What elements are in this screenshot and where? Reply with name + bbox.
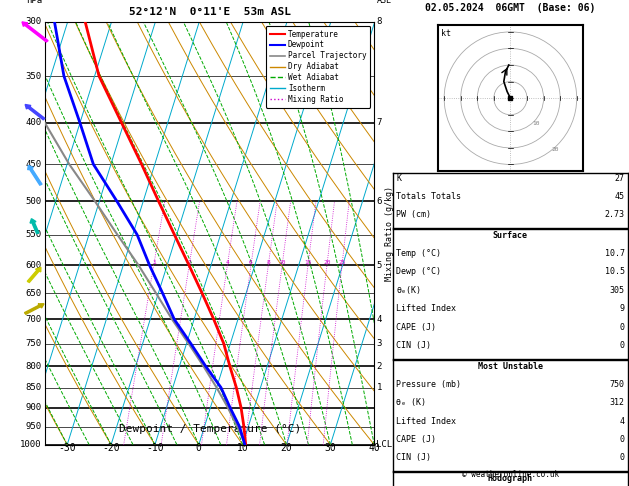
Text: km
ASL: km ASL (376, 0, 391, 5)
Text: 2: 2 (187, 260, 191, 265)
Text: 2.73: 2.73 (604, 210, 625, 220)
Text: © weatheronline.co.uk: © weatheronline.co.uk (462, 469, 559, 479)
Text: 10.7: 10.7 (604, 249, 625, 258)
Text: 45: 45 (615, 192, 625, 201)
Text: CIN (J): CIN (J) (396, 453, 431, 463)
Text: kt: kt (441, 29, 451, 37)
Text: 0: 0 (620, 435, 625, 444)
Legend: Temperature, Dewpoint, Parcel Trajectory, Dry Adiabat, Wet Adiabat, Isotherm, Mi: Temperature, Dewpoint, Parcel Trajectory… (266, 26, 370, 108)
Text: Most Unstable: Most Unstable (478, 362, 543, 371)
Text: 27: 27 (615, 174, 625, 183)
Text: -20: -20 (103, 443, 120, 453)
Text: hPa: hPa (26, 0, 42, 5)
Text: 9: 9 (620, 304, 625, 313)
Text: 10.5: 10.5 (604, 267, 625, 277)
Text: -10: -10 (146, 443, 164, 453)
Text: 350: 350 (26, 71, 42, 81)
Text: 10: 10 (237, 443, 248, 453)
Text: 0: 0 (620, 323, 625, 332)
Text: 02.05.2024  06GMT  (Base: 06): 02.05.2024 06GMT (Base: 06) (425, 3, 596, 14)
Text: 3: 3 (376, 339, 382, 348)
Text: 4: 4 (620, 417, 625, 426)
Text: Dewp (°C): Dewp (°C) (396, 267, 442, 277)
Text: Lifted Index: Lifted Index (396, 304, 456, 313)
Text: 10: 10 (279, 260, 286, 265)
Text: 305: 305 (610, 286, 625, 295)
Text: Pressure (mb): Pressure (mb) (396, 380, 461, 389)
Text: K: K (396, 174, 401, 183)
Text: 300: 300 (26, 17, 42, 26)
Text: 1000: 1000 (20, 440, 42, 449)
Text: 40: 40 (369, 443, 380, 453)
Text: 20: 20 (281, 443, 292, 453)
Text: 500: 500 (26, 197, 42, 206)
Text: Surface: Surface (493, 231, 528, 240)
Text: 600: 600 (26, 261, 42, 270)
Text: 6: 6 (249, 260, 253, 265)
Text: 400: 400 (26, 119, 42, 127)
Text: 750: 750 (610, 380, 625, 389)
Text: CIN (J): CIN (J) (396, 341, 431, 350)
Text: 52°12'N  0°11'E  53m ASL: 52°12'N 0°11'E 53m ASL (129, 7, 291, 17)
Text: 7: 7 (376, 119, 382, 127)
Text: θₑ(K): θₑ(K) (396, 286, 421, 295)
Text: Totals Totals: Totals Totals (396, 192, 461, 201)
Text: Hodograph: Hodograph (488, 474, 533, 483)
Text: 750: 750 (26, 339, 42, 348)
Text: 700: 700 (26, 315, 42, 324)
Text: 6: 6 (376, 197, 382, 206)
Text: 20: 20 (323, 260, 331, 265)
Text: 8: 8 (267, 260, 270, 265)
Text: 950: 950 (26, 422, 42, 431)
Text: LCL: LCL (376, 440, 392, 449)
Text: 650: 650 (26, 289, 42, 298)
Text: 30: 30 (325, 443, 337, 453)
Text: CAPE (J): CAPE (J) (396, 323, 437, 332)
Text: 1: 1 (376, 383, 382, 392)
Text: 4: 4 (376, 315, 382, 324)
Text: θₑ (K): θₑ (K) (396, 398, 426, 407)
Text: 2: 2 (376, 362, 382, 371)
Text: 20: 20 (552, 147, 559, 152)
Text: 550: 550 (26, 230, 42, 239)
Text: 0: 0 (196, 443, 202, 453)
Text: -30: -30 (58, 443, 76, 453)
Text: 5: 5 (376, 261, 382, 270)
Text: 0: 0 (620, 453, 625, 463)
Text: 4: 4 (225, 260, 229, 265)
Text: 900: 900 (26, 403, 42, 412)
Text: 312: 312 (610, 398, 625, 407)
Text: 10: 10 (532, 121, 540, 126)
Text: Mixing Ratio (g/kg): Mixing Ratio (g/kg) (386, 186, 394, 281)
Text: 800: 800 (26, 362, 42, 371)
Text: 1: 1 (152, 260, 155, 265)
Text: 25: 25 (338, 260, 346, 265)
Text: CAPE (J): CAPE (J) (396, 435, 437, 444)
Text: 450: 450 (26, 160, 42, 169)
Text: 8: 8 (376, 17, 382, 26)
Text: 850: 850 (26, 383, 42, 392)
Text: Lifted Index: Lifted Index (396, 417, 456, 426)
Text: Dewpoint / Temperature (°C): Dewpoint / Temperature (°C) (119, 424, 301, 434)
Text: 15: 15 (304, 260, 312, 265)
Text: 0: 0 (620, 341, 625, 350)
Text: Temp (°C): Temp (°C) (396, 249, 442, 258)
Text: PW (cm): PW (cm) (396, 210, 431, 220)
